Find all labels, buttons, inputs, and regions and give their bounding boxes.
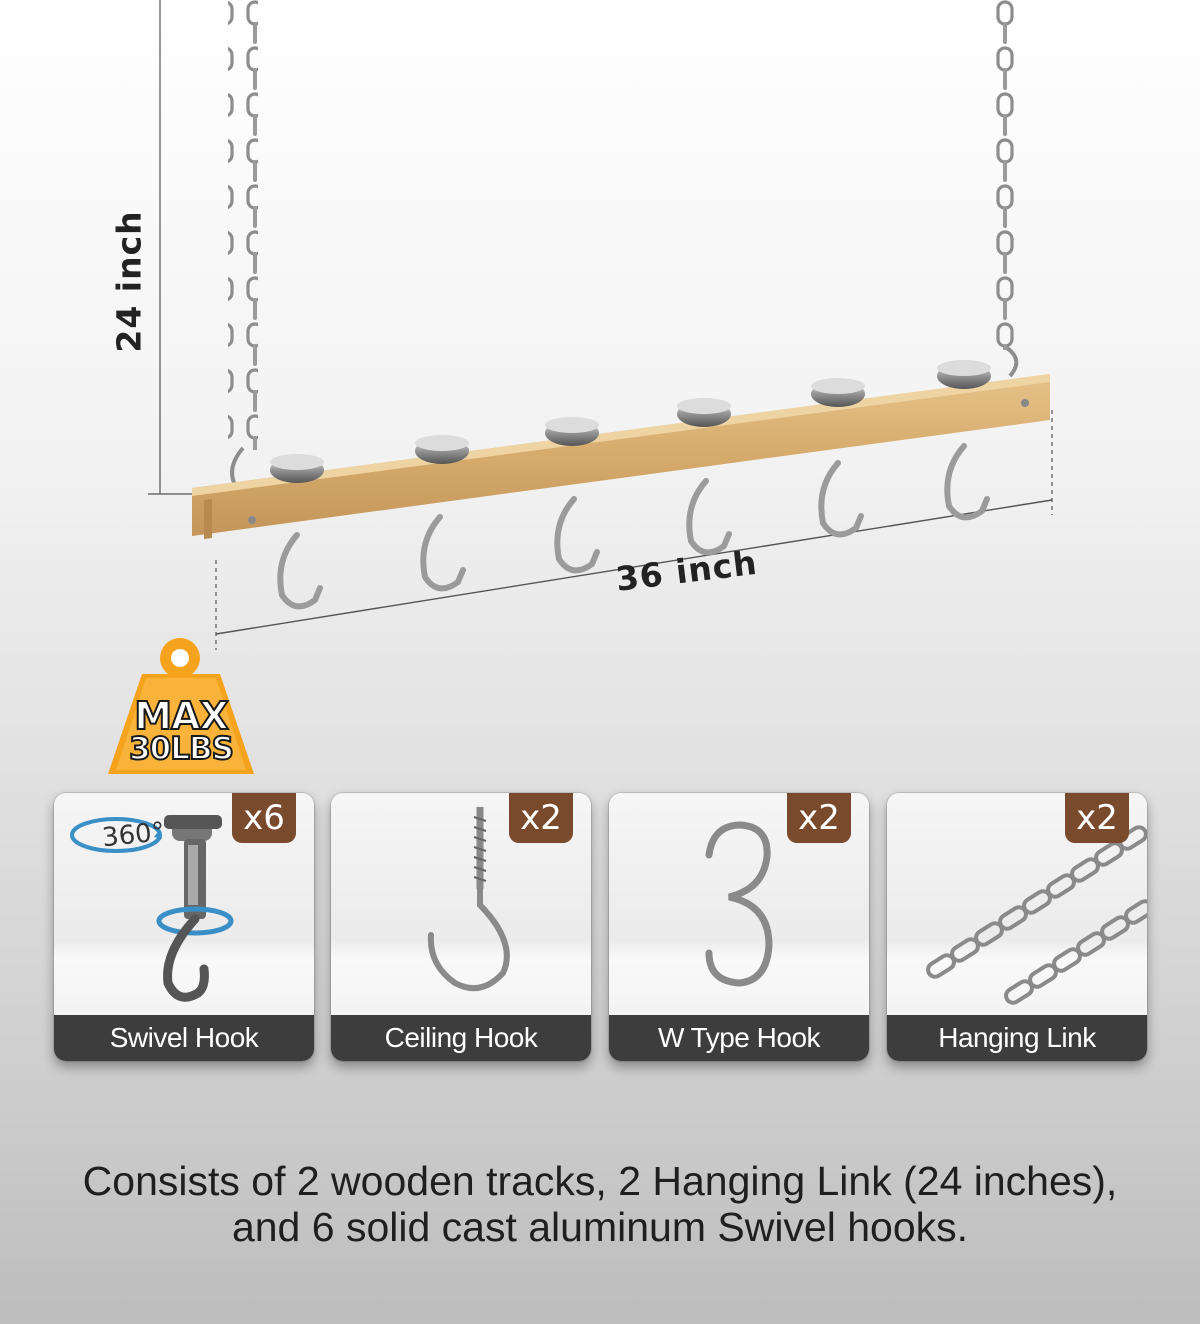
component-label: Hanging Link [887,1015,1147,1061]
left-chain [228,0,258,492]
hook-knobs [270,360,991,483]
quantity-badge: x2 [787,793,851,843]
component-card-ceiling-hook: x2 Ceiling Hook [331,793,591,1061]
s-hook-icon [705,821,773,987]
badge-max-text: MAX [133,693,230,739]
product-illustration: 24 inch 36 inch [109,0,1053,650]
ceiling-hook-icon [427,807,510,992]
quantity-badge: x2 [1065,793,1129,843]
wooden-track [192,374,1050,539]
product-description: Consists of 2 wooden tracks, 2 Hanging L… [0,1158,1200,1250]
component-card-hanging-link: x2 Hanging Link [887,793,1147,1061]
quantity-badge: x2 [509,793,573,843]
max-weight-badge: MAX 30LBS [106,636,256,778]
component-card-swivel-hook: 360° x6 Swivel Hook [54,793,314,1061]
component-label: W Type Hook [609,1015,869,1061]
pot-rack-drawing [148,0,1053,650]
quantity-badge: x6 [232,793,296,843]
right-chain [992,0,1022,378]
component-label: Swivel Hook [54,1015,314,1061]
height-dimension-label: 24 inch [109,210,149,353]
weight-icon [108,638,254,774]
badge-weight-text: 30LBS [128,730,235,768]
rotation-text: 360° [101,817,166,853]
component-card-w-type-hook: x2 W Type Hook [609,793,869,1061]
swivel-hooks [277,443,990,610]
description-line-2: and 6 solid cast aluminum Swivel hooks. [231,1204,969,1250]
description-line-1: Consists of 2 wooden tracks, 2 Hanging L… [82,1158,1118,1204]
swivel-hook-icon: 360° [70,815,234,1002]
chain-icon [926,825,1147,1005]
component-label: Ceiling Hook [331,1015,591,1061]
